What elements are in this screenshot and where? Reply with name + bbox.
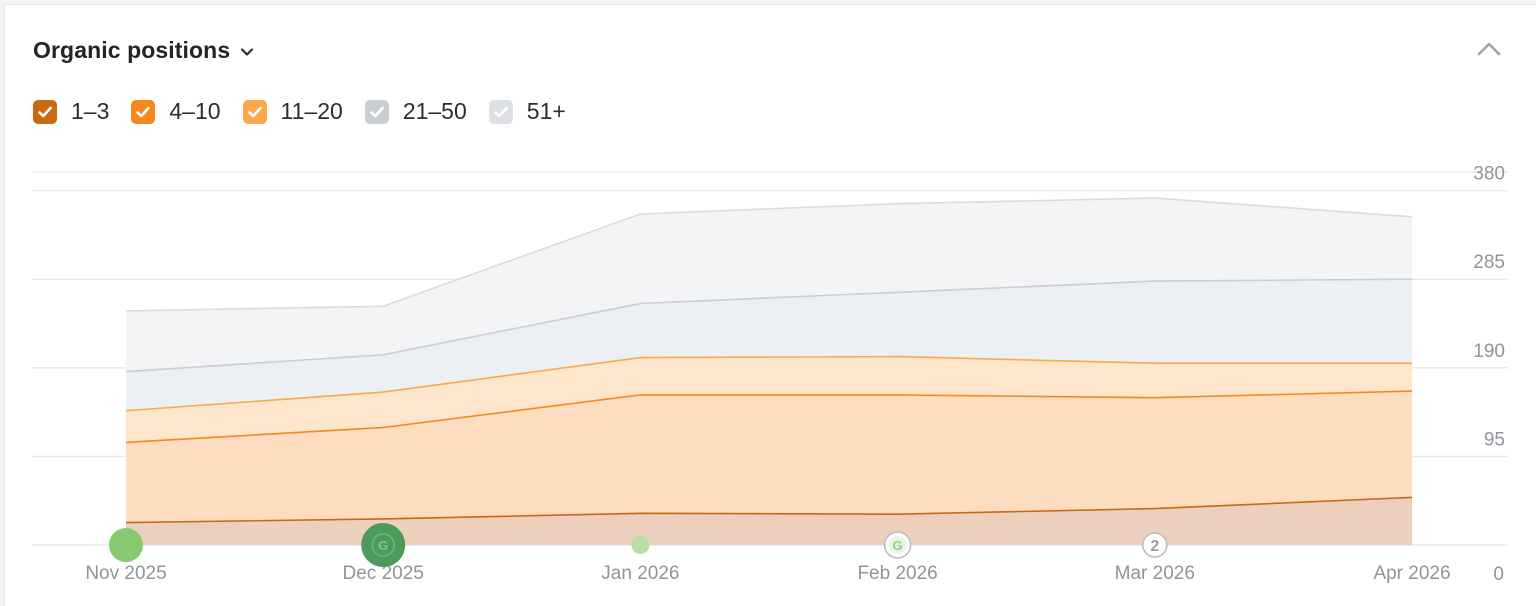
x-tick-label: Dec 2025 — [343, 563, 424, 584]
line-1–3 — [125, 496, 1413, 524]
google-update-label: G — [378, 538, 388, 553]
line-4–10 — [125, 390, 1413, 444]
google-update-label: G — [893, 538, 903, 553]
event-marker[interactable] — [109, 528, 143, 562]
legend-label: 4–10 — [169, 98, 221, 124]
y-tick-label: 190 — [1473, 341, 1505, 362]
legend-label: 1–3 — [71, 98, 110, 124]
series-areas — [126, 198, 1412, 545]
line-51+ — [125, 197, 1413, 312]
area-1–3 — [126, 497, 1412, 545]
google-update-ring — [371, 533, 395, 557]
event-marker[interactable]: G — [361, 523, 406, 567]
collapse-button[interactable] — [1476, 41, 1502, 62]
event-count-label: 2 — [1150, 538, 1159, 555]
legend-item-1-3[interactable]: 1–3 — [33, 98, 109, 125]
widget-title-menu[interactable]: Organic positions — [33, 37, 254, 64]
series-lines — [125, 197, 1413, 524]
x-tick-label: Nov 2025 — [85, 563, 166, 584]
checkbox-4-10[interactable] — [131, 99, 156, 124]
check-icon — [136, 106, 151, 117]
check-icon — [38, 106, 52, 117]
event-marker[interactable] — [631, 536, 650, 554]
event-dot — [631, 536, 650, 554]
checkbox-51-plus[interactable] — [488, 99, 513, 124]
y-tick-label: 95 — [1484, 429, 1505, 450]
legend-item-21-50[interactable]: 21–50 — [364, 98, 467, 125]
legend-label: 11–20 — [280, 98, 343, 124]
legend-item-4-10[interactable]: 4–10 — [131, 98, 221, 125]
y-axis: 0 95 190 285 380 — [1473, 164, 1505, 585]
line-21–50 — [125, 278, 1413, 373]
x-tick-label: Feb 2026 — [857, 563, 937, 584]
check-icon — [247, 106, 262, 117]
x-tick-label: Apr 2026 — [1373, 563, 1450, 584]
check-icon — [493, 106, 508, 117]
legend-item-51-plus[interactable]: 51+ — [488, 98, 566, 125]
x-axis: Nov 2025 Dec 2025 Jan 2026 Feb 2026 Mar 2026… — [85, 563, 1450, 584]
event-marker[interactable]: G — [883, 531, 912, 559]
y-tick-label: 285 — [1473, 252, 1505, 273]
event-marker[interactable]: 2 — [1142, 532, 1168, 558]
check-icon — [370, 106, 384, 117]
event-markers: G G 2 — [109, 523, 1168, 567]
line-11–20 — [125, 355, 1412, 412]
widget-title: Organic positions — [33, 37, 231, 63]
legend-label: 21–50 — [402, 98, 467, 124]
legend: 1–3 4–10 11–20 21–50 51+ — [33, 98, 588, 125]
checkbox-1-3[interactable] — [33, 99, 57, 124]
chevron-down-icon — [241, 47, 254, 56]
checkbox-21-50[interactable] — [364, 99, 389, 124]
google-update-fill — [888, 536, 907, 554]
legend-item-11-20[interactable]: 11–20 — [242, 98, 343, 125]
event-dot — [109, 528, 143, 562]
x-tick-label: Jan 2026 — [601, 563, 679, 584]
y-tick-label: 0 — [1493, 564, 1504, 585]
google-update-icon — [361, 523, 406, 567]
checkbox-11-20[interactable] — [242, 99, 267, 124]
chevron-up-icon — [1477, 42, 1501, 56]
y-tick-label: 380 — [1473, 164, 1505, 185]
x-tick-label: Mar 2026 — [1115, 563, 1195, 584]
event-count-badge — [1142, 532, 1168, 558]
area-4–10 — [126, 391, 1412, 545]
legend-label: 51+ — [526, 98, 566, 124]
